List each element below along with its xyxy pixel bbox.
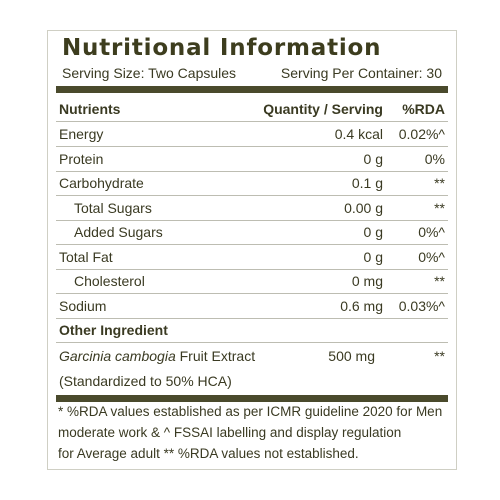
nutrient: Energy [59, 126, 104, 142]
rule [56, 86, 448, 93]
nutrient: Total Sugars [74, 199, 152, 216]
footnote-line: moderate work & ^ FSSAI labelling and di… [58, 425, 402, 440]
quantity: 0.1 g [351, 175, 383, 191]
quantity: 0 mg [351, 273, 383, 289]
ingredient-italic: Garcinia cambogia [59, 348, 176, 364]
table-row: Cholesterol 0 mg ** [56, 269, 448, 294]
column-header: %RDA [402, 101, 445, 117]
rda: 0.02%^ [398, 126, 445, 142]
rda: ** [434, 175, 445, 191]
rda: 0% [424, 150, 445, 167]
rule [56, 395, 448, 402]
footnote-line: for Average adult ** %RDA values not est… [58, 446, 359, 461]
nutrient: Cholesterol [74, 273, 145, 289]
ingredient-rda: ** [434, 348, 445, 364]
ingredient-name: Garcinia cambogia Fruit Extract [59, 348, 255, 364]
table-row: Total Sugars 0.00 g ** [56, 196, 448, 221]
ingredient-rest: Fruit Extract [179, 348, 256, 364]
table-row: Energy 0.4 kcal 0.02%^ [56, 122, 448, 147]
title: Nutritional Information [62, 35, 382, 61]
table-row: Carbohydrate 0.1 g ** [56, 171, 448, 196]
rda: ** [434, 199, 445, 216]
rda: 0.03%^ [398, 297, 445, 314]
nutrient: Total Fat [59, 248, 113, 265]
table-header: Nutrients Quantity / Serving %RDA [56, 97, 448, 122]
column-header: Nutrients [59, 101, 121, 117]
quantity: 0 g [363, 150, 383, 167]
nutrition-label: Nutritional Information Serving Size: Tw… [47, 30, 457, 470]
serving-size: Serving Size: Two Capsules [62, 65, 237, 81]
footnote-line: * %RDA values established as per ICMR gu… [58, 404, 443, 419]
rda: ** [434, 273, 445, 289]
nutrient: Carbohydrate [59, 175, 144, 191]
quantity: 0 g [363, 224, 383, 240]
rda: 0%^ [418, 224, 445, 240]
table-row: Added Sugars 0 g 0%^ [56, 220, 448, 245]
nutrient: Added Sugars [74, 224, 163, 240]
section-heading-row: Other Ingredient [56, 318, 448, 343]
section-heading: Other Ingredient [59, 322, 168, 338]
nutrient: Sodium [59, 297, 107, 314]
nutrient: Protein [59, 150, 104, 167]
ingredient-note: (Standardized to 50% HCA) [59, 373, 232, 389]
servings-per-container: Serving Per Container: 30 [280, 65, 442, 81]
table-row: Protein 0 g 0% [56, 147, 448, 172]
column-header: Quantity / Serving [263, 101, 383, 117]
table-row: Sodium 0.6 mg 0.03%^ [56, 294, 448, 319]
table-row: Total Fat 0 g 0%^ [56, 245, 448, 270]
quantity: 0.00 g [344, 199, 383, 216]
quantity: 0 g [363, 248, 383, 265]
rda: 0%^ [418, 248, 445, 265]
quantity: 0.4 kcal [334, 126, 383, 142]
ingredient-quantity: 500 mg [328, 348, 375, 364]
quantity: 0.6 mg [340, 297, 383, 314]
